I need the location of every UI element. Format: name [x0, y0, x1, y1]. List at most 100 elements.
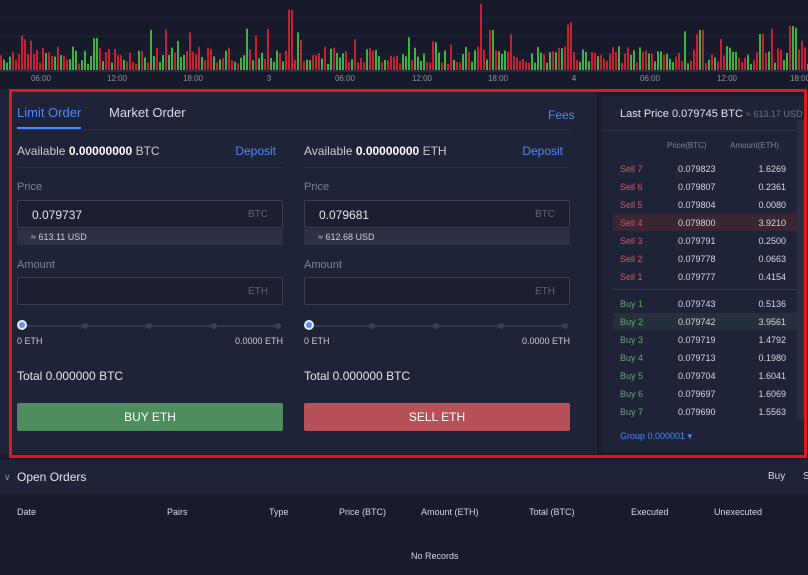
- slider-knob[interactable]: [17, 320, 27, 330]
- available-label: Available: [304, 144, 353, 158]
- volume-bar: [399, 63, 401, 70]
- order-total: Total 0.000000 BTC: [17, 369, 124, 383]
- divider: [17, 167, 283, 168]
- price-input[interactable]: 0.079737 BTC: [17, 200, 283, 228]
- volume-bar: [303, 61, 305, 70]
- volume-bar: [363, 62, 365, 70]
- volume-bar: [804, 47, 806, 70]
- volume-bar: [705, 63, 707, 70]
- volume-bar: [549, 52, 551, 70]
- volume-bar: [369, 47, 371, 70]
- volume-bar: [798, 49, 800, 70]
- volume-bar: [732, 51, 734, 70]
- volume-bar: [495, 50, 497, 70]
- volume-bar: [216, 62, 218, 70]
- volume-bar: [438, 52, 440, 70]
- price-label: Price: [304, 181, 330, 193]
- tab-market-order[interactable]: Market Order: [109, 105, 186, 120]
- scrollbar[interactable]: [797, 120, 808, 420]
- sell-row[interactable]: Sell 2 0.079778 0.0663: [620, 254, 786, 264]
- amount-slider[interactable]: [304, 320, 570, 332]
- sell-row[interactable]: Sell 7 0.079823 1.6269: [620, 164, 786, 174]
- volume-bar: [663, 54, 665, 70]
- price-label: Price: [17, 181, 43, 193]
- open-orders-sell-tab[interactable]: S: [803, 471, 808, 482]
- amount-slider[interactable]: [17, 320, 283, 332]
- volume-bar: [60, 55, 62, 70]
- volume-bar: [555, 52, 557, 70]
- divider: [17, 129, 570, 130]
- buy-eth-button[interactable]: BUY ETH: [17, 403, 283, 431]
- volume-bar: [603, 58, 605, 70]
- volume-bar: [291, 10, 293, 70]
- volume-bar: [627, 47, 629, 70]
- volume-bar: [441, 62, 443, 70]
- volume-bar: [207, 47, 209, 70]
- sell-row[interactable]: Sell 4 0.079800 3.9210: [613, 214, 808, 231]
- open-orders-header: ∨ Open Orders Buy S: [0, 460, 808, 494]
- buy-row[interactable]: Buy 5 0.079704 1.6041: [620, 371, 786, 381]
- volume-bar: [276, 50, 278, 70]
- volume-bar: [630, 54, 632, 70]
- volume-bar: [651, 53, 653, 70]
- time-tick: 06:00: [30, 74, 52, 83]
- open-orders-buy-tab[interactable]: Buy: [768, 471, 786, 482]
- volume-bar: [48, 52, 50, 70]
- volume-bar: [24, 39, 26, 70]
- sell-eth-button[interactable]: SELL ETH: [304, 403, 570, 431]
- group-precision-select[interactable]: Group 0.000001 ▾: [620, 431, 692, 442]
- volume-bar: [153, 56, 155, 70]
- amount-input[interactable]: ETH: [304, 277, 570, 305]
- open-orders-title: Open Orders: [17, 470, 87, 484]
- open-orders-panel: ∨ Open Orders Buy S Date Pairs Type Pric…: [0, 460, 808, 575]
- volume-bar: [741, 62, 743, 70]
- volume-bar: [432, 41, 434, 70]
- col-amount: Amount (ETH): [421, 507, 479, 517]
- volume-bar: [639, 47, 641, 70]
- buy-row[interactable]: Buy 2 0.079742 3.9561: [613, 313, 808, 330]
- buy-row[interactable]: Buy 6 0.079697 1.6069: [620, 389, 786, 399]
- volume-bar: [348, 61, 350, 70]
- volume-bar: [537, 46, 539, 70]
- volume-bar: [525, 62, 527, 70]
- amount-input[interactable]: ETH: [17, 277, 283, 305]
- buy-row[interactable]: Buy 3 0.079719 1.4792: [620, 335, 786, 345]
- volume-bar: [63, 55, 65, 70]
- volume-bar: [492, 30, 494, 70]
- volume-bar: [33, 54, 35, 70]
- volume-bar: [255, 35, 257, 70]
- buy-row[interactable]: Buy 4 0.079713 0.1980: [620, 353, 786, 363]
- volume-bar: [699, 30, 701, 70]
- volume-bar: [45, 53, 47, 70]
- deposit-link[interactable]: Deposit: [522, 144, 563, 158]
- chevron-down-icon[interactable]: ∨: [4, 472, 11, 482]
- volume-bar: [39, 62, 41, 70]
- volume-bar: [243, 55, 245, 70]
- sell-row[interactable]: Sell 1 0.079777 0.4154: [620, 272, 786, 282]
- volume-bar: [642, 51, 644, 70]
- slider-knob[interactable]: [304, 320, 314, 330]
- volume-bar: [42, 48, 44, 70]
- available-balance: Available 0.00000000 ETH Deposit: [304, 137, 570, 163]
- buy-row[interactable]: Buy 7 0.079690 1.5563: [620, 407, 786, 417]
- volume-bar: [450, 44, 452, 70]
- volume-bar: [75, 50, 77, 70]
- volume-bar: [30, 40, 32, 70]
- active-tab-underline: [17, 127, 81, 129]
- volume-bar: [675, 56, 677, 70]
- tab-limit-order[interactable]: Limit Order: [17, 105, 82, 120]
- price-input[interactable]: 0.079681 BTC: [304, 200, 570, 228]
- sell-row[interactable]: Sell 6 0.079807 0.2361: [620, 182, 786, 192]
- price-usd-hint: ≈ 613.11 USD: [17, 229, 283, 245]
- deposit-link[interactable]: Deposit: [235, 144, 276, 158]
- sell-row[interactable]: Sell 5 0.079804 0.0080: [620, 200, 786, 210]
- available-balance: Available 0.00000000 BTC Deposit: [17, 137, 283, 163]
- fees-link[interactable]: Fees: [548, 108, 575, 122]
- last-price-usd: ≈ 613.17 USD: [745, 109, 803, 119]
- buy-row[interactable]: Buy 1 0.079743 0.5136: [620, 299, 786, 309]
- volume-bar: [411, 59, 413, 70]
- sell-row[interactable]: Sell 3 0.079791 0.2500: [620, 236, 786, 246]
- price-usd-hint: ≈ 612.68 USD: [304, 229, 570, 245]
- volume-bar: [426, 62, 428, 70]
- volume-bar: [81, 60, 83, 70]
